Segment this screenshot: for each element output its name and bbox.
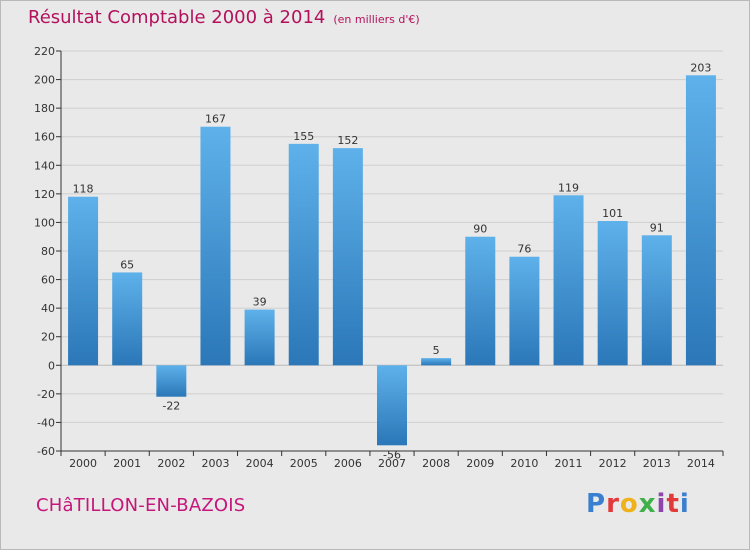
y-tick-label: 200 <box>34 74 55 87</box>
x-tick-label: 2008 <box>422 457 450 470</box>
bar-2011 <box>553 195 584 366</box>
y-tick-label: 160 <box>34 131 55 144</box>
x-tick-label: 2003 <box>201 457 229 470</box>
proxiti-logo[interactable]: Proxiti <box>586 489 690 519</box>
bar-2007 <box>377 365 407 446</box>
bar-2000 <box>68 196 99 366</box>
chart-title: Résultat Comptable 2000 à 2014 (en millie… <box>28 7 420 28</box>
logo-letter: i <box>679 489 690 519</box>
x-tick-label: 2006 <box>334 457 362 470</box>
x-tick-label: 2005 <box>290 457 318 470</box>
data-label-2004: 39 <box>253 296 267 309</box>
data-label-2013: 91 <box>650 221 664 234</box>
logo-letter: r <box>606 489 620 519</box>
logo-letter: o <box>619 489 639 519</box>
y-tick-label: 220 <box>34 45 55 58</box>
place-name: CHâTILLON-EN-BAZOIS <box>36 495 246 516</box>
logo-letter: t <box>666 489 680 519</box>
y-tick-label: 80 <box>41 245 55 258</box>
y-tick-label: 180 <box>34 102 55 115</box>
bar-2001 <box>112 272 143 366</box>
bar-2014 <box>685 75 716 366</box>
x-tick-label: 2014 <box>687 457 715 470</box>
x-tick-label: 2002 <box>157 457 185 470</box>
data-label-2009: 90 <box>473 223 487 236</box>
bar-2009 <box>465 236 496 366</box>
data-label-2006: 152 <box>337 134 358 147</box>
axes: -60 -40 -20 0 20 40 60 80 100 120 140 160 180 200 220 2… <box>34 45 724 470</box>
x-tick-label: 2012 <box>599 457 627 470</box>
data-label-2002: -22 <box>162 400 180 413</box>
x-tick-label: 2001 <box>113 457 141 470</box>
data-label-2011: 119 <box>558 181 579 194</box>
data-labels: 118 65 -22 167 39 155 152 -56 5 90 76 119 101 91 203 <box>73 61 712 461</box>
logo-letter: P <box>586 489 607 519</box>
y-tick-label: 0 <box>48 359 55 372</box>
x-tick-label: 2007 <box>378 457 406 470</box>
y-tick-label: 40 <box>41 302 55 315</box>
x-tick-label: 2011 <box>555 457 583 470</box>
bar-2003 <box>200 126 231 366</box>
y-tick-label: 20 <box>41 331 55 344</box>
data-label-2001: 65 <box>120 258 134 271</box>
y-tick-label: 60 <box>41 274 55 287</box>
y-tick-label: -60 <box>37 445 55 458</box>
data-label-2008: 5 <box>433 344 440 357</box>
bar-2008 <box>421 358 452 366</box>
x-tick-label: 2004 <box>246 457 274 470</box>
bar-2012 <box>597 221 628 366</box>
data-label-2005: 155 <box>293 130 314 143</box>
bar-2013 <box>641 235 672 366</box>
data-label-2014: 203 <box>690 61 711 74</box>
title-unit: (en milliers d'€) <box>333 13 420 26</box>
bar-2010 <box>509 256 540 366</box>
y-tick-label: -40 <box>37 416 55 429</box>
data-label-2007: -56 <box>383 448 401 461</box>
bar-2005 <box>288 143 319 366</box>
data-label-2003: 167 <box>205 113 226 126</box>
data-label-2010: 76 <box>517 243 531 256</box>
y-tick-label: 140 <box>34 159 55 172</box>
x-tick-label: 2013 <box>643 457 671 470</box>
bar-2004 <box>244 309 275 366</box>
title-text: Résultat Comptable 2000 à 2014 <box>28 7 326 28</box>
logo-letter: i <box>656 489 667 519</box>
x-tick-label: 2009 <box>466 457 494 470</box>
y-tick-label: 120 <box>34 188 55 201</box>
logo-letter: x <box>638 489 657 519</box>
bar-2002 <box>156 365 187 397</box>
bar-2006 <box>332 148 363 366</box>
bars <box>68 75 716 446</box>
y-tick-label: 100 <box>34 216 55 229</box>
data-label-2000: 118 <box>73 183 94 196</box>
y-tick-label: -20 <box>37 388 55 401</box>
x-tick-label: 2000 <box>69 457 97 470</box>
x-tick-label: 2010 <box>510 457 538 470</box>
data-label-2012: 101 <box>602 207 623 220</box>
